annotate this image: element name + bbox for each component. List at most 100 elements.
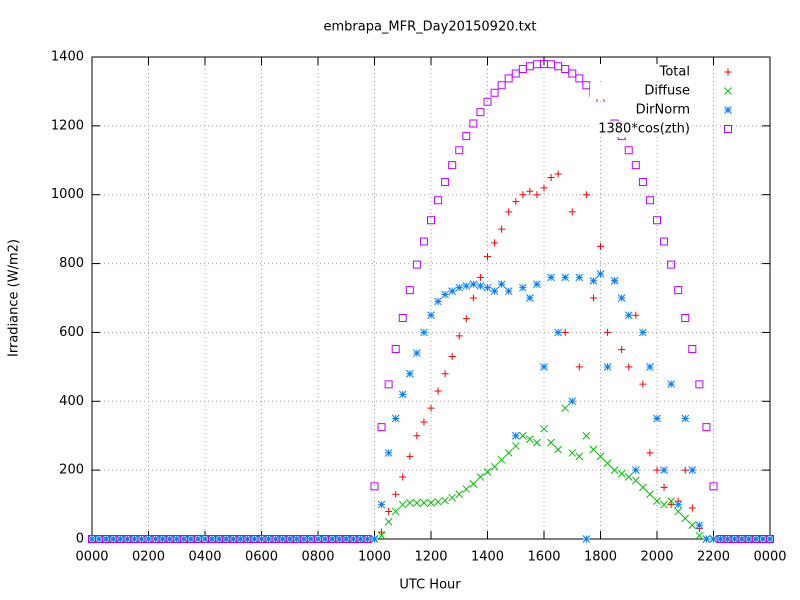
chart-title: embrapa_MFR_Day20150920.txt	[323, 20, 536, 35]
point	[730, 535, 739, 543]
point	[384, 449, 393, 457]
point	[498, 225, 506, 233]
point	[497, 280, 506, 289]
point	[554, 170, 562, 178]
point	[448, 353, 456, 361]
point	[667, 380, 675, 388]
point	[504, 74, 513, 83]
point	[512, 198, 520, 206]
point	[582, 431, 591, 440]
point	[646, 449, 654, 457]
legend-marker	[724, 87, 732, 95]
point	[476, 473, 485, 481]
point	[144, 535, 153, 543]
legend-marker	[724, 106, 732, 114]
point	[575, 273, 584, 282]
point	[158, 535, 167, 543]
point	[229, 535, 238, 543]
point	[653, 216, 661, 225]
x-tick-label: 0800	[301, 550, 334, 565]
point	[187, 535, 195, 543]
point	[660, 483, 668, 491]
point	[208, 535, 216, 543]
point	[215, 535, 223, 543]
point	[582, 191, 590, 199]
point	[462, 485, 471, 493]
point	[504, 449, 513, 457]
point	[596, 270, 605, 278]
point	[385, 507, 393, 515]
point	[398, 390, 407, 399]
point	[483, 97, 492, 106]
x-tick-label: 2000	[640, 550, 673, 565]
point	[130, 535, 139, 543]
point	[441, 370, 449, 378]
point	[766, 535, 774, 543]
point	[236, 535, 245, 543]
point	[398, 500, 407, 509]
legend-background	[590, 64, 692, 80]
point	[582, 81, 591, 90]
x-tick-label: 2200	[697, 550, 730, 565]
point	[645, 196, 654, 205]
legend-label: 1380*cos(zth)	[598, 122, 690, 137]
point	[278, 535, 287, 543]
point	[653, 414, 661, 423]
point	[434, 297, 442, 306]
x-tick-label: 0400	[188, 550, 221, 565]
y-tick-label: 200	[59, 463, 84, 478]
point	[631, 161, 640, 170]
point	[462, 282, 471, 290]
point	[455, 283, 464, 292]
point	[660, 500, 668, 509]
point	[554, 328, 562, 337]
point	[723, 535, 732, 543]
point	[441, 177, 450, 186]
point	[392, 490, 400, 498]
point	[399, 473, 407, 481]
point	[398, 313, 407, 322]
point	[307, 535, 315, 543]
point	[716, 535, 725, 543]
point	[504, 287, 513, 295]
point	[405, 286, 414, 295]
point	[413, 498, 421, 507]
point	[681, 313, 690, 322]
point	[597, 242, 604, 250]
point	[123, 535, 132, 543]
point	[518, 283, 527, 292]
point	[540, 184, 548, 192]
point	[688, 504, 696, 512]
legend-background	[590, 121, 692, 137]
point	[561, 273, 570, 282]
point	[646, 490, 654, 499]
point	[695, 531, 704, 540]
point	[292, 535, 301, 543]
point	[419, 237, 428, 246]
point	[681, 466, 689, 474]
point	[165, 535, 174, 543]
x-tick-label: 1400	[471, 550, 504, 565]
point	[709, 535, 718, 543]
point	[547, 174, 555, 181]
point	[511, 69, 520, 78]
y-tick-label: 1400	[51, 50, 84, 65]
point	[434, 497, 442, 506]
point	[349, 535, 358, 543]
point	[610, 276, 619, 285]
point	[525, 62, 534, 71]
y-axis-label: Irradiance (W/m2)	[7, 239, 22, 357]
point	[109, 535, 118, 543]
point	[476, 282, 485, 290]
point	[766, 535, 774, 543]
point	[540, 424, 548, 433]
point	[604, 328, 612, 336]
point	[455, 490, 464, 499]
point	[667, 501, 675, 509]
point	[589, 276, 598, 285]
point	[257, 535, 266, 543]
x-tick-label: 1200	[414, 550, 447, 565]
point	[448, 493, 457, 502]
point	[384, 380, 393, 389]
point	[455, 146, 464, 155]
